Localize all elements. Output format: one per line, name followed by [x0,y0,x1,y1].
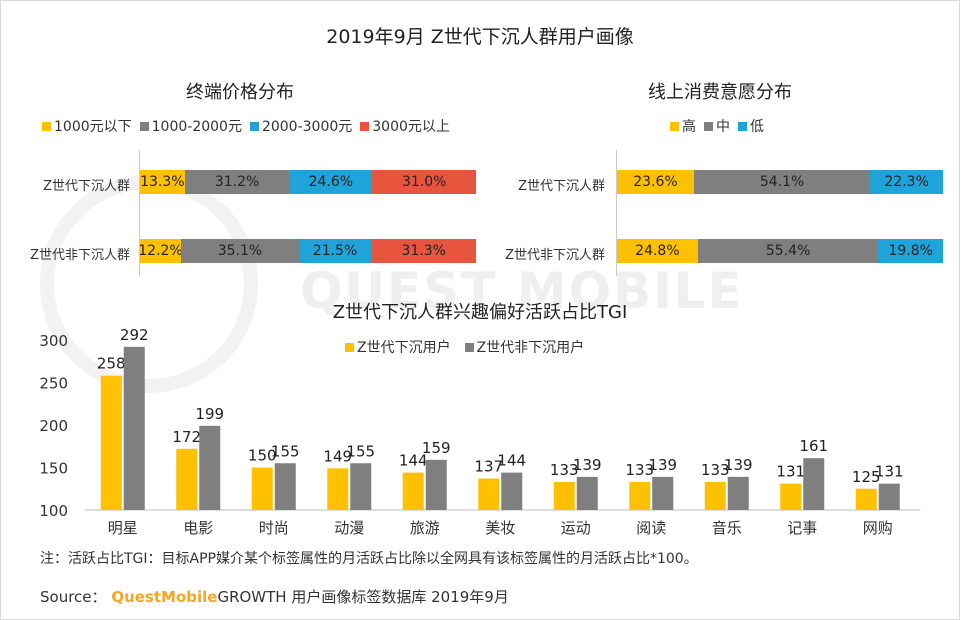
legend-label: 中 [716,119,730,135]
legend-label: Z世代下沉用户 [357,340,451,356]
legend-swatch-gray [139,121,149,131]
legend-item: 1000-2000元 [139,116,242,136]
legend-swatch-red [360,121,370,131]
stacked-bar-segment: 13.3% [140,170,185,194]
legend-swatch-yellow [345,342,354,352]
stacked-bar-segment: 24.6% [289,170,373,194]
stacked-bar-segment: 22.3% [870,170,943,194]
legend-swatch-yellow [42,121,51,131]
legend-swatch-yellow [670,121,679,131]
stacked-bar-segment: 23.6% [617,170,694,194]
legend-label: Z世代非下沉用户 [476,340,585,356]
stacked-bar-segment: 31.3% [371,239,477,263]
source-line: Source： QuestMobileGROWTH 用户画像标签数据库 2019… [40,586,509,607]
stacked-bar-segment: 21.5% [298,239,372,263]
source-prefix: Source： [40,588,107,606]
legend-label: 1000-2000元 [151,119,242,135]
price-row-label: Z世代非下沉人群 [30,248,130,263]
stacked-bar-segment: 35.1% [180,239,299,263]
legend-item: 2000-3000元 [249,116,353,136]
legend-swatch-gray [464,342,474,352]
footnote: 注：活跃占比TGI：目标APP媒介某个标签属性的月活跃占比除以全网具有该标签属性… [40,551,698,567]
stacked-bar-segment: 19.8% [878,239,943,263]
legend-item: 3000元以上 [360,116,450,136]
legend-item: 低 [738,116,764,136]
price-axis-line [139,150,140,276]
legend-label: 低 [750,119,764,135]
consume-axis-line [616,150,617,276]
stacked-bar-segment: 54.1% [693,170,871,194]
legend-swatch-blue [249,121,259,131]
legend-swatch-blue [738,121,747,131]
legend-item: Z世代非下沉用户 [464,337,585,357]
legend-item: 中 [704,116,730,136]
legend-label: 1000元以下 [54,119,132,135]
watermark-logo-ring [40,175,258,393]
legend-swatch-gray [704,121,713,131]
watermark-text: QUEST MOBILE [300,262,744,320]
legend-item: 1000元以下 [42,116,132,136]
price-legend: 1000元以下 1000-2000元 2000-3000元 3000元以上 [42,116,458,136]
legend-label: 高 [682,119,696,135]
legend-item: Z世代下沉用户 [345,337,451,357]
legend-label: 3000元以上 [372,119,450,135]
consume-panel-title: 线上消费意愿分布 [648,82,792,103]
questmobile-brand: QuestMobile [111,588,218,606]
source-rest: GROWTH 用户画像标签数据库 2019年9月 [217,588,509,606]
price-row-label: Z世代下沉人群 [43,179,130,194]
stacked-bar-segment: 12.2% [140,239,181,263]
tgi-legend: Z世代下沉用户 Z世代非下沉用户 [345,337,592,357]
page-title: 2019年9月 Z世代下沉人群用户画像 [326,26,634,48]
stacked-bar-segment: 55.4% [697,239,879,263]
stacked-bar-segment: 31.0% [372,170,477,194]
stacked-bar-segment: 24.8% [617,239,698,263]
consume-row-label: Z世代非下沉人群 [505,248,605,263]
stacked-bar-segment: 31.2% [184,170,290,194]
consume-legend: 高 中 低 [670,116,772,136]
legend-item: 高 [670,116,696,136]
consume-row-label: Z世代下沉人群 [518,179,605,194]
price-panel-title: 终端价格分布 [186,82,294,103]
tgi-panel-title: Z世代下沉人群兴趣偏好活跃占比TGI [332,302,628,323]
legend-label: 2000-3000元 [261,119,353,135]
